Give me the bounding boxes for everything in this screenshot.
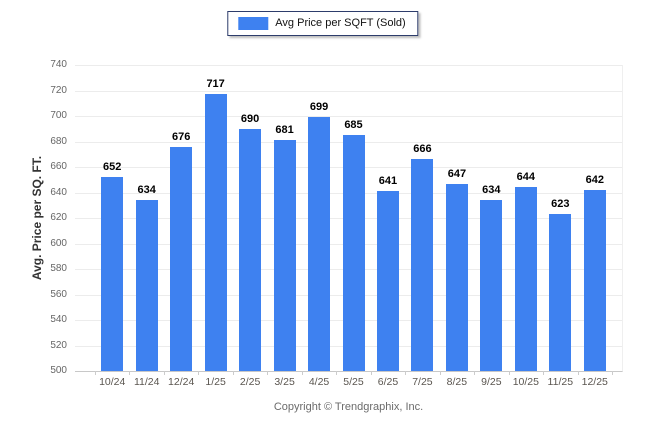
y-tick-label: 600 (50, 237, 67, 249)
x-tick-label: 6/25 (377, 376, 399, 388)
x-axis-tick (198, 371, 200, 375)
x-axis-tick (474, 371, 476, 375)
x-tick-label: 10/24 (99, 376, 126, 388)
x-tick-label: 11/24 (133, 376, 160, 388)
bar (480, 200, 503, 371)
bar-value-label: 641 (378, 175, 398, 188)
bar (445, 183, 468, 371)
x-axis-tick (95, 371, 96, 375)
y-tick-label: 620 (50, 212, 67, 223)
x-axis-tick (439, 371, 441, 375)
bar-value-label: 647 (447, 167, 467, 180)
legend-swatch (238, 17, 269, 30)
y-tick-label: 660 (50, 161, 67, 172)
y-tick-label: 560 (50, 288, 67, 300)
x-axis-tick (370, 371, 372, 375)
bar-value-label: 634 (482, 184, 501, 197)
legend-label: Avg Price per SQFT (Sold) (275, 17, 406, 29)
bar (204, 94, 227, 371)
gridline (75, 90, 622, 92)
x-tick-label: 3/25 (274, 376, 295, 388)
bar-value-label: 634 (137, 184, 156, 197)
bar (514, 187, 537, 371)
bar (170, 146, 193, 371)
bar-value-label: 644 (516, 171, 535, 184)
bar-value-label: 676 (171, 130, 191, 143)
y-tick-label: 540 (50, 314, 67, 325)
bar (342, 135, 365, 371)
x-tick-label: 5/25 (343, 376, 364, 388)
y-tick-label: 700 (50, 110, 67, 121)
x-tick-label: 12/24 (168, 376, 195, 388)
bar (101, 177, 124, 371)
x-tick-label: 1/25 (205, 376, 226, 388)
x-axis-tick (405, 371, 407, 375)
bar (308, 117, 331, 371)
x-axis-tick (129, 371, 131, 375)
y-tick-label: 500 (50, 365, 67, 376)
bar-value-label: 685 (344, 119, 363, 132)
bar-value-label: 681 (275, 124, 294, 137)
gridline (75, 65, 622, 66)
y-tick-label: 680 (50, 135, 67, 147)
x-axis-tick (577, 371, 579, 375)
bar-value-label: 699 (309, 101, 329, 114)
x-tick-label: 11/25 (547, 376, 574, 388)
x-axis-tick (612, 371, 613, 375)
y-tick-label: 740 (50, 59, 67, 70)
bar (239, 128, 262, 371)
bar (376, 191, 399, 371)
copyright-text: Copyright © Trendgraphix, Inc. (273, 401, 424, 413)
x-tick-label: 2/25 (239, 376, 261, 388)
x-tick-label: 12/25 (581, 376, 608, 388)
x-tick-label: 8/25 (446, 376, 468, 388)
bar (411, 159, 434, 371)
bar (583, 189, 606, 371)
bar-value-label: 717 (206, 78, 225, 91)
bar-value-label: 623 (551, 198, 570, 211)
bar-value-label: 642 (585, 173, 604, 186)
bar (549, 214, 572, 371)
plot-area: 500 520 540 560 580 600 620 640 660 680 700 720 740 6… (50, 60, 623, 388)
x-axis-tick (336, 371, 338, 375)
bar (273, 140, 296, 371)
x-tick-label: 7/25 (412, 376, 433, 388)
x-axis-tick (163, 371, 165, 375)
y-tick-label: 580 (50, 263, 67, 274)
bar-value-label: 652 (103, 161, 122, 174)
y-tick-label: 520 (50, 339, 67, 351)
y-tick-label: 640 (50, 186, 67, 198)
x-tick-label: 9/25 (481, 376, 502, 388)
gridline (75, 116, 622, 117)
x-tick-label: 10/25 (512, 376, 539, 388)
x-tick-label: 4/25 (308, 376, 330, 388)
x-axis-tick (267, 371, 269, 375)
x-axis-tick (232, 371, 234, 375)
legend: Avg Price per SQFT (Sold) (227, 11, 419, 36)
x-axis-tick (301, 371, 303, 375)
bar-value-label: 666 (413, 143, 432, 156)
y-tick-label: 720 (50, 84, 67, 96)
bar-value-label: 690 (240, 112, 260, 125)
x-axis-tick (508, 371, 510, 375)
bar (135, 200, 158, 371)
x-axis-tick (543, 371, 545, 375)
